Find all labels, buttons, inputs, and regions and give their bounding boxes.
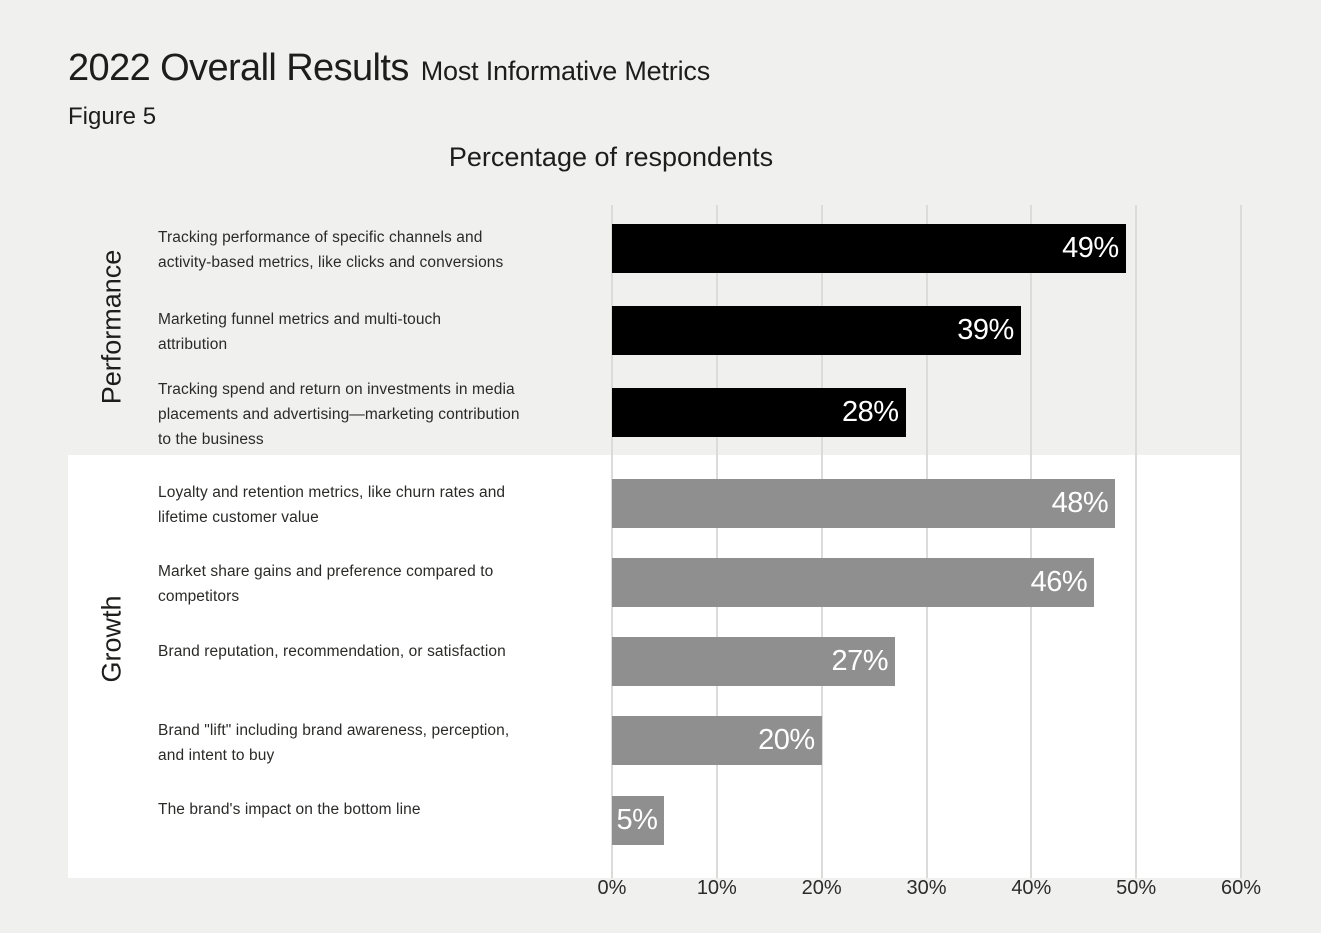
page-title: 2022 Overall Results Most Informative Met… (68, 49, 710, 87)
category-label: Tracking spend and return on investments… (158, 380, 520, 448)
category-label: Marketing funnel metrics and multi-touch… (158, 311, 442, 353)
gridline (1135, 205, 1138, 878)
gridline (925, 205, 928, 878)
category-label: Loyalty and retention metrics, like chur… (158, 484, 506, 526)
x-axis-tick-label: 0% (597, 877, 627, 899)
value-label: 48% (1051, 486, 1109, 519)
bar: 28% (612, 387, 906, 437)
bar: 39% (612, 305, 1021, 355)
x-axis-tick-label: 50% (1116, 877, 1157, 899)
bar: 20% (612, 716, 822, 766)
x-axis-tick-label: 10% (696, 877, 737, 899)
gridline (715, 205, 718, 878)
report-subtitle: Most Informative Metrics (420, 56, 710, 86)
category-label: Tracking performance of specific channel… (158, 229, 504, 271)
bar: 46% (612, 557, 1095, 607)
x-axis-tick-label: 20% (801, 877, 842, 899)
gridline (611, 205, 613, 878)
bar: 5% (612, 795, 665, 845)
value-label: 46% (1030, 565, 1088, 598)
category-label: Brand reputation, recommendation, or sat… (158, 642, 506, 660)
gridline (820, 205, 823, 878)
report-title: 2022 Overall Results (68, 47, 409, 89)
value-label: 39% (957, 313, 1014, 346)
category-label: The brand's impact on the bottom line (158, 801, 421, 819)
value-label: 27% (831, 645, 889, 678)
bar: 49% (612, 223, 1126, 273)
value-label: 20% (758, 724, 815, 757)
bar: 27% (612, 637, 896, 687)
category-label: Market share gains and preference compar… (158, 563, 494, 606)
value-label: 28% (841, 395, 899, 428)
x-axis-tick-label: 30% (906, 877, 947, 899)
gridline (1240, 205, 1242, 878)
value-label: 5% (616, 803, 658, 836)
value-label: 49% (1062, 231, 1119, 264)
bar: 48% (612, 478, 1116, 528)
x-axis-tick-label: 40% (1011, 877, 1052, 899)
figure-number: Figure 5 (68, 103, 157, 130)
section-label-growth: Growth (96, 595, 127, 683)
chart-title: Percentage of respondents (448, 142, 774, 172)
x-axis-tick-label: 60% (1220, 877, 1262, 899)
category-label: Brand "lift" including brand awareness, … (158, 721, 510, 764)
section-label-performance: Performance (96, 249, 127, 405)
gridline (1030, 205, 1033, 878)
